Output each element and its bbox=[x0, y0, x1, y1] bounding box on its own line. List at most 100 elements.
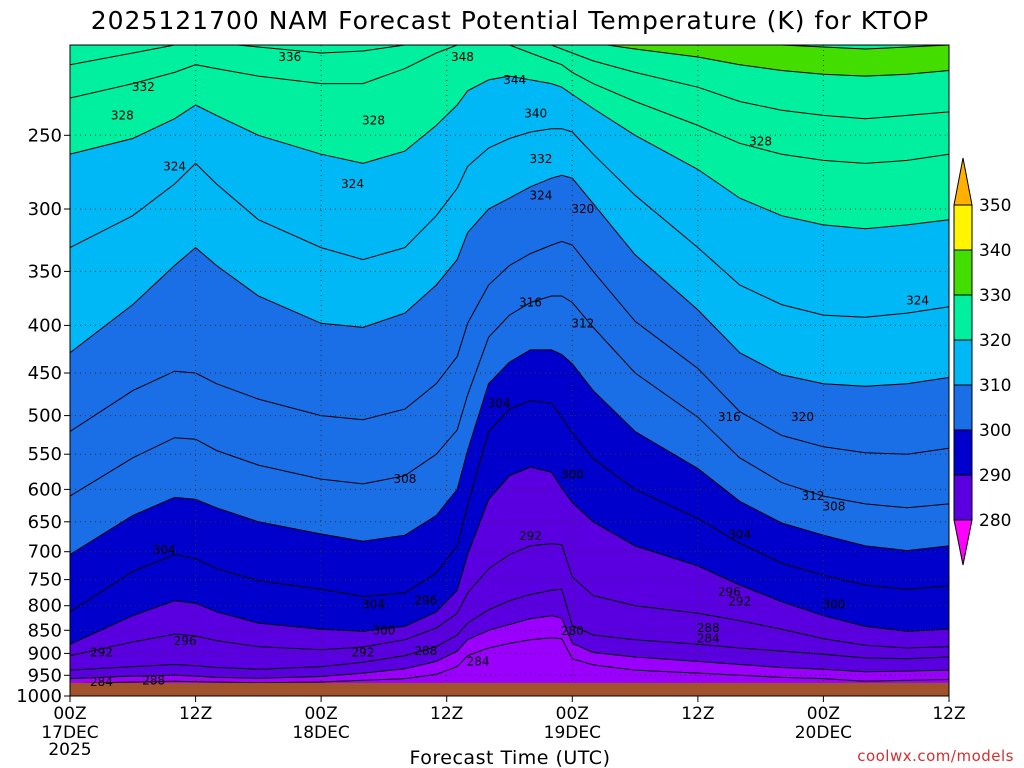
x-tick-date: 19DEC bbox=[544, 723, 601, 743]
contour-label: 284 bbox=[467, 654, 490, 668]
ground bbox=[70, 682, 949, 696]
chart-title: 2025121700 NAM Forecast Potential Temper… bbox=[91, 6, 929, 35]
y-tick-label: 800 bbox=[28, 596, 62, 617]
colorbar-segment bbox=[953, 474, 973, 521]
contour-label: 288 bbox=[142, 673, 165, 687]
y-tick-label: 350 bbox=[28, 261, 62, 282]
contour-label: 320 bbox=[571, 202, 594, 216]
isoline-312 bbox=[70, 295, 949, 509]
contour-label: 288 bbox=[697, 621, 720, 635]
contour-label: 316 bbox=[519, 296, 542, 310]
isoline-328 bbox=[70, 75, 949, 230]
isoline-332 bbox=[70, 45, 949, 164]
contour-label: 332 bbox=[132, 80, 155, 94]
contour-label: 312 bbox=[802, 489, 825, 503]
contour-label: 300 bbox=[372, 623, 395, 637]
contour-label: 324 bbox=[529, 188, 552, 202]
colorbar-label: 330 bbox=[979, 286, 1011, 306]
isoline-304 bbox=[70, 400, 949, 613]
colorbar-label: 310 bbox=[979, 376, 1011, 396]
contour-label: 348 bbox=[451, 50, 474, 64]
contour-label: 316 bbox=[718, 410, 741, 424]
isoline-300 bbox=[70, 466, 949, 645]
contour-label: 296 bbox=[174, 634, 197, 648]
grid-lines bbox=[70, 45, 949, 696]
y-tick-label: 500 bbox=[28, 406, 62, 427]
y-tick-label: 600 bbox=[28, 479, 62, 500]
y-tick-label: 700 bbox=[28, 542, 62, 563]
y-tick-label: 450 bbox=[28, 363, 62, 384]
contour-label: 324 bbox=[163, 159, 186, 173]
x-tick-year: 2025 bbox=[48, 740, 91, 760]
y-tick-label: 650 bbox=[28, 512, 62, 533]
y-axis: 2503003504004505005506006507007508008509… bbox=[16, 125, 70, 707]
colorbar: 280 290 300 310 320 330 340 350 bbox=[953, 157, 1011, 566]
contour-label: 324 bbox=[906, 293, 929, 307]
isoline-284 bbox=[70, 637, 949, 685]
isoline-316 bbox=[70, 240, 949, 455]
contour-label: 328 bbox=[749, 135, 772, 149]
ground-layer bbox=[70, 682, 949, 696]
y-tick-label: 250 bbox=[28, 125, 62, 146]
x-tick-label: 12Z bbox=[430, 704, 463, 724]
colorbar-extend-high bbox=[953, 157, 973, 206]
contour-label: 308 bbox=[822, 500, 845, 514]
y-tick-label: 900 bbox=[28, 643, 62, 664]
x-axis-label: Forecast Time (UTC) bbox=[410, 747, 611, 768]
contour-label: 284 bbox=[697, 631, 720, 645]
isoline-336 bbox=[70, 45, 949, 120]
isoline-320 bbox=[70, 174, 949, 387]
contour-label: 328 bbox=[362, 113, 385, 127]
plot-frame bbox=[69, 44, 950, 697]
colorbar-segment bbox=[953, 204, 973, 251]
contour-label: 300 bbox=[822, 598, 845, 612]
contour-label: 312 bbox=[571, 316, 594, 330]
y-tick-label: 400 bbox=[28, 315, 62, 336]
isoline-288 bbox=[70, 615, 949, 680]
colorbar-segment bbox=[953, 429, 973, 476]
colorbar-label: 350 bbox=[979, 196, 1011, 216]
contour-label: 304 bbox=[153, 543, 176, 557]
plot-area bbox=[70, 45, 949, 696]
contour-label: 336 bbox=[278, 50, 301, 64]
colorbar-segment bbox=[953, 339, 973, 386]
x-tick-date: 17DEC bbox=[41, 723, 98, 743]
contour-label: 328 bbox=[111, 108, 134, 122]
band-below-284 bbox=[70, 637, 949, 696]
isoline-340 bbox=[603, 45, 949, 77]
contour-label: 296 bbox=[414, 594, 437, 608]
x-tick-label: 00Z bbox=[304, 704, 337, 724]
y-tick-label: 850 bbox=[28, 620, 62, 641]
contour-label: 308 bbox=[393, 472, 416, 486]
isoline-296 bbox=[70, 543, 949, 657]
contour-label: 288 bbox=[414, 644, 437, 658]
colorbar-label: 340 bbox=[979, 241, 1011, 261]
contour-label: 320 bbox=[791, 410, 814, 424]
colorbar-extend-low bbox=[953, 519, 973, 566]
x-tick-label: 12Z bbox=[179, 704, 212, 724]
contour-label: 324 bbox=[341, 177, 364, 191]
contour-label: 300 bbox=[561, 467, 584, 481]
temperature-bands bbox=[70, 45, 949, 696]
isolines bbox=[70, 45, 949, 685]
colorbar-label: 290 bbox=[979, 466, 1011, 486]
contour-label: 292 bbox=[352, 646, 375, 660]
x-tick-label: 00Z bbox=[556, 704, 589, 724]
x-tick-label: 00Z bbox=[807, 704, 840, 724]
colorbar-label: 320 bbox=[979, 331, 1011, 351]
contour-label: 296 bbox=[718, 585, 741, 599]
x-tick-label: 12Z bbox=[681, 704, 714, 724]
contour-label: 292 bbox=[519, 529, 542, 543]
contour-label: 304 bbox=[728, 528, 751, 542]
credit-text: coolwx.com/models bbox=[857, 747, 1014, 765]
colorbar-segment bbox=[953, 384, 973, 431]
contour-labels: 336 348 332 344 328 340 328 328 332 324 324 324 320 3… bbox=[90, 50, 929, 689]
colorbar-segment bbox=[953, 294, 973, 341]
colorbar-label: 300 bbox=[979, 421, 1011, 441]
colorbar-segment bbox=[953, 249, 973, 296]
y-tick-label: 300 bbox=[28, 199, 62, 220]
y-tick-label: 1000 bbox=[16, 686, 62, 707]
x-tick-label: 12Z bbox=[932, 704, 965, 724]
